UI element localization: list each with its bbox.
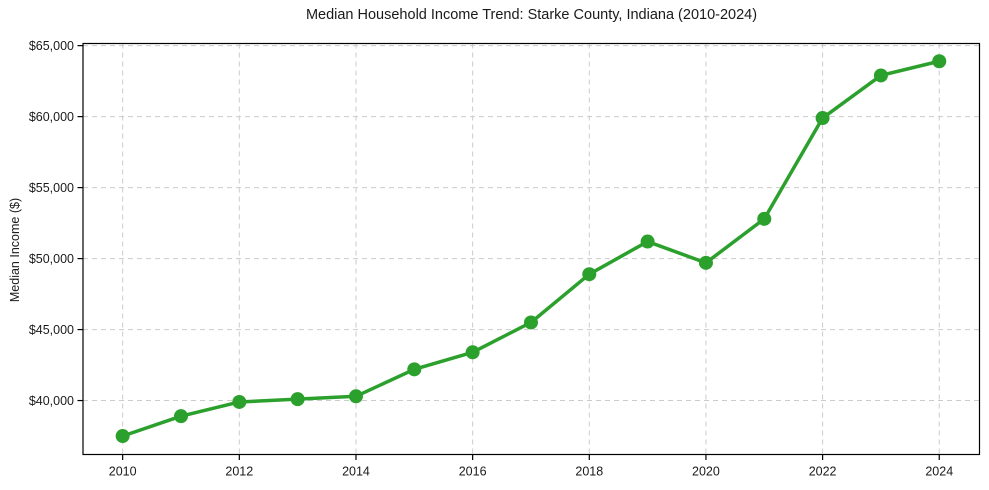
data-point [640,234,655,249]
x-tick-label: 2014 [342,465,370,479]
plot-border [82,42,981,456]
x-tick-label: 2016 [459,465,487,479]
data-point [348,389,363,404]
data-point [815,111,830,126]
y-tick-label: $55,000 [29,181,74,195]
data-point [932,54,947,69]
data-point [523,315,538,330]
data-point [290,392,305,407]
data-point [407,362,422,377]
y-tick-label: $45,000 [29,323,74,337]
x-tick-label: 2020 [692,465,720,479]
y-tick-label: $50,000 [29,252,74,266]
data-point [757,211,772,226]
data-point [873,68,888,83]
x-tick-label: 2012 [225,465,253,479]
data-point [232,394,247,409]
data-point [173,409,188,424]
data-point [582,267,597,282]
x-tick-label: 2022 [809,465,837,479]
data-point [115,429,130,444]
y-tick-label: $40,000 [29,394,74,408]
y-tick-label: $65,000 [29,39,74,53]
data-point [465,345,480,360]
y-tick-label: $60,000 [29,110,74,124]
x-tick-label: 2024 [925,465,953,479]
x-tick-label: 2018 [575,465,603,479]
chart-title: Median Household Income Trend: Starke Co… [305,7,758,23]
data-point [698,255,713,270]
x-tick-label: 2010 [109,465,137,479]
